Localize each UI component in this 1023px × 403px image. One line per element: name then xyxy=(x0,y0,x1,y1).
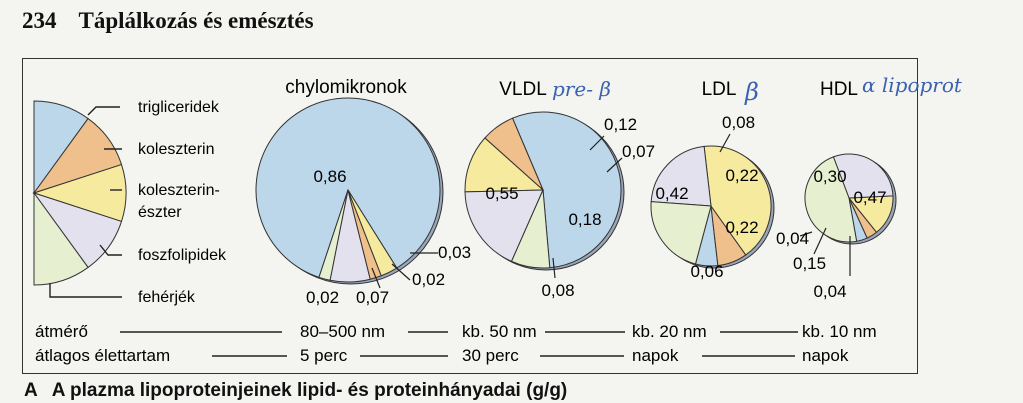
data-label-hdl-trigliceridek: 0,04 xyxy=(813,282,846,301)
caption-text: A plazma lipoproteinjeinek lipid- és pro… xyxy=(51,380,568,401)
legend-swatch-feherjek xyxy=(33,191,89,286)
chart-title-vldl: VLDL xyxy=(499,79,547,100)
slice-chylomikronok-trigliceridek xyxy=(255,97,441,278)
data-label-hdl-koleszterin: 0,04 xyxy=(776,229,809,248)
handwritten-note-ldl: β xyxy=(744,78,759,106)
caption-letter: A xyxy=(24,380,38,401)
data-label-ldl-koleszterin: 0,08 xyxy=(722,113,755,132)
slice-ldl-foszfolipidek xyxy=(650,145,712,207)
handwritten-note-vldl: pre- β xyxy=(552,77,611,101)
chart-title-chylomikronok: chylomikronok xyxy=(285,77,407,98)
chart-title-hdl: HDL xyxy=(820,79,858,100)
diameter-ldl: kb. 20 nm xyxy=(632,322,707,341)
data-label-hdl-koleszterin-eszter: 0,15 xyxy=(793,254,826,273)
diameter-chylomikronok: 80–500 nm xyxy=(300,322,385,341)
leader-ldl-koleszterin xyxy=(719,133,731,153)
chart-title-ldl: LDL xyxy=(702,79,737,100)
lifetime-ldl: napok xyxy=(632,346,679,365)
pie-vldl: 0,55 0,07 0,12 0,18 0,08 xyxy=(464,111,655,300)
row-label-lifetime: átlagos élettartam xyxy=(35,346,170,365)
pie-chylomikronok: 0,86 0,02 0,03 0,07 0,02 xyxy=(255,97,471,307)
data-label-chylomikronok-koleszterin: 0,02 xyxy=(306,288,339,307)
slice-vldl-feherjek xyxy=(510,189,551,269)
data-label-ldl-foszfolipidek: 0,22 xyxy=(725,166,758,185)
data-label-ldl-koleszterin-eszter: 0,42 xyxy=(655,184,688,203)
pie-hdl: 0,04 0,04 0,15 0,30 0,47 xyxy=(776,153,897,301)
data-label-hdl-feherjek: 0,47 xyxy=(853,188,886,207)
figure-caption: A A plazma lipoproteinjeinek lipid- és pr… xyxy=(24,380,567,402)
leader-hdl-koleszterin-eszter xyxy=(813,227,827,255)
data-label-vldl-trigliceridek: 0,55 xyxy=(485,184,518,203)
row-label-diameter: átmérő xyxy=(35,322,88,341)
data-label-chylomikronok-koleszterin-eszter: 0,03 xyxy=(438,243,471,262)
slice-vldl-foszfolipidek xyxy=(464,189,544,263)
legend-leader-feherjek xyxy=(49,283,122,298)
data-label-vldl-koleszterin: 0,07 xyxy=(622,142,655,161)
data-label-chylomikronok-trigliceridek: 0,86 xyxy=(313,167,346,186)
figure-frame xyxy=(22,58,918,374)
leader-chylomikronok-feherjek xyxy=(391,263,411,281)
slice-ldl-koleszterin-eszter xyxy=(703,145,772,256)
legend-leader-foszfolipidek xyxy=(99,244,122,256)
data-label-ldl-feherjek: 0,22 xyxy=(725,218,758,237)
diameter-vldl: kb. 50 nm xyxy=(462,322,537,341)
diameter-hdl: kb. 10 nm xyxy=(802,322,877,341)
legend-label-koleszterin-eszter: észter xyxy=(138,204,182,221)
property-rows: átmérő 80–500 nm kb. 50 nm kb. 20 nm kb.… xyxy=(35,322,877,365)
leader-vldl-koleszterin xyxy=(606,157,623,173)
leader-vldl-koleszterin-eszter xyxy=(589,135,605,151)
pie-charts: 0,86 0,02 0,03 0,07 0,02 0,55 0,07 0,12 0,18 0,08… xyxy=(255,97,897,307)
handwritten-note-hdl: α lipoprot xyxy=(862,73,963,97)
slice-hdl-feherjek xyxy=(804,156,858,243)
legend-leader-trigliceridek xyxy=(87,106,120,116)
page-title: Táplálkozás és emésztés xyxy=(78,8,314,33)
pie-ldl: 0,06 0,08 0,42 0,22 0,22 xyxy=(650,113,775,281)
legend-label-trigliceridek: trigliceridek xyxy=(138,99,220,116)
lifetime-hdl: napok xyxy=(802,346,849,365)
page-number: 234 xyxy=(22,8,57,33)
data-label-vldl-feherjek: 0,08 xyxy=(541,281,574,300)
leader-chylomikronok-foszfolipidek xyxy=(371,267,381,289)
legend-label-feherjek: fehérjék xyxy=(138,289,196,306)
data-label-vldl-foszfolipidek: 0,18 xyxy=(568,210,601,229)
slice-vldl-trigliceridek xyxy=(511,111,622,269)
legend: trigliceridek koleszterin koleszterin-észt… xyxy=(32,99,227,306)
slice-hdl-foszfolipidek xyxy=(832,153,894,199)
data-label-hdl-foszfolipidek: 0,30 xyxy=(813,167,846,186)
lifetime-vldl: 30 perc xyxy=(462,346,519,365)
data-label-ldl-trigliceridek: 0,06 xyxy=(690,262,723,281)
legend-label-foszfolipidek: foszfolipidek xyxy=(138,247,227,264)
data-label-chylomikronok-feherjek: 0,02 xyxy=(412,270,445,289)
page-header: 234 Táplálkozás és emésztés xyxy=(22,8,314,34)
leader-hdl-koleszterin xyxy=(799,231,813,237)
legend-label-koleszterin: koleszterin xyxy=(138,141,214,158)
data-label-vldl-koleszterin-eszter: 0,12 xyxy=(604,115,637,134)
lifetime-chylomikronok: 5 perc xyxy=(300,346,348,365)
data-label-chylomikronok-foszfolipidek: 0,07 xyxy=(356,288,389,307)
legend-label-koleszterin-eszter: koleszterin- xyxy=(138,182,220,199)
leader-vldl-feherjek xyxy=(552,257,556,279)
slice-ldl-feherjek xyxy=(650,201,712,265)
